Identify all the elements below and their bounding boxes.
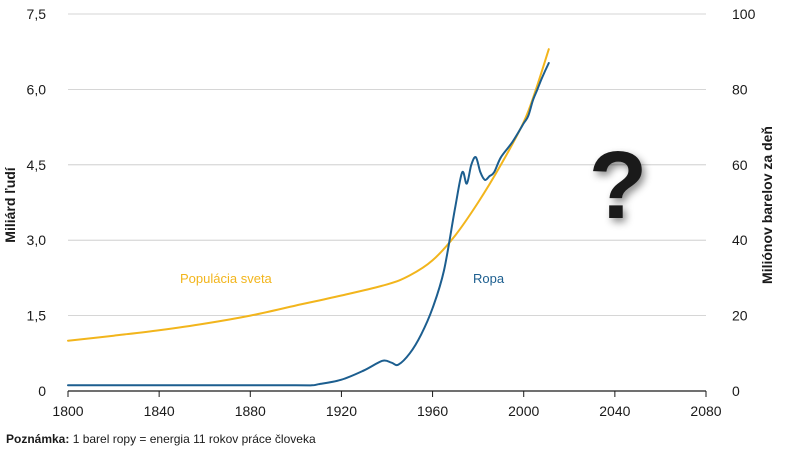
footnote-text: 1 barel ropy = energia 11 rokov práce čl… xyxy=(69,432,316,446)
series-label-population: Populácia sveta xyxy=(180,271,273,286)
y-left-tick-label: 4,5 xyxy=(27,157,47,173)
footnote: Poznámka: 1 barel ropy = energia 11 roko… xyxy=(6,432,316,446)
series-lines xyxy=(67,48,550,387)
y-left-axis-ticks: 0 1,5 3,0 4,5 6,0 7,5 xyxy=(27,6,47,399)
y-right-tick-label: 80 xyxy=(732,81,748,97)
x-tick-label: 1920 xyxy=(326,403,357,419)
y-right-tick-label: 60 xyxy=(732,157,748,173)
y-left-axis-title: Miliárd ľudí xyxy=(2,166,18,243)
x-tick-label: 1880 xyxy=(235,403,266,419)
y-right-tick-label: 0 xyxy=(732,383,740,399)
y-left-tick-label: 6,0 xyxy=(27,81,47,97)
x-tick-label: 2000 xyxy=(508,403,539,419)
gridlines xyxy=(68,13,706,392)
x-tick-label: 1840 xyxy=(144,403,175,419)
x-tick-label: 1800 xyxy=(52,403,83,419)
y-left-tick-label: 7,5 xyxy=(27,6,47,22)
y-left-tick-label: 3,0 xyxy=(27,232,47,248)
x-tick-label: 2080 xyxy=(690,403,721,419)
y-right-tick-label: 20 xyxy=(732,308,748,324)
y-left-tick-label: 1,5 xyxy=(27,308,47,324)
series-label-oil: Ropa xyxy=(473,271,505,286)
y-right-tick-label: 100 xyxy=(732,6,756,22)
y-right-axis-title: Miliónov barelov za deň xyxy=(759,126,775,284)
y-left-tick-label: 0 xyxy=(38,383,46,399)
chart: 1800 1840 1880 1920 1960 2000 2040 2080 01,53,0… xyxy=(2,6,775,419)
series-line-population xyxy=(67,48,550,342)
footnote-label: Poznámka: xyxy=(6,432,70,446)
x-axis-ticks: 1800 1840 1880 1920 1960 2000 2040 2080 xyxy=(52,391,722,419)
series-line-oil xyxy=(67,62,550,387)
x-tick-label: 2040 xyxy=(599,403,630,419)
y-right-tick-label: 40 xyxy=(732,232,748,248)
y-right-axis-ticks: 0 20 40 60 80 100 xyxy=(732,6,756,399)
question-mark-annotation: ? xyxy=(589,132,648,239)
x-tick-label: 1960 xyxy=(417,403,448,419)
